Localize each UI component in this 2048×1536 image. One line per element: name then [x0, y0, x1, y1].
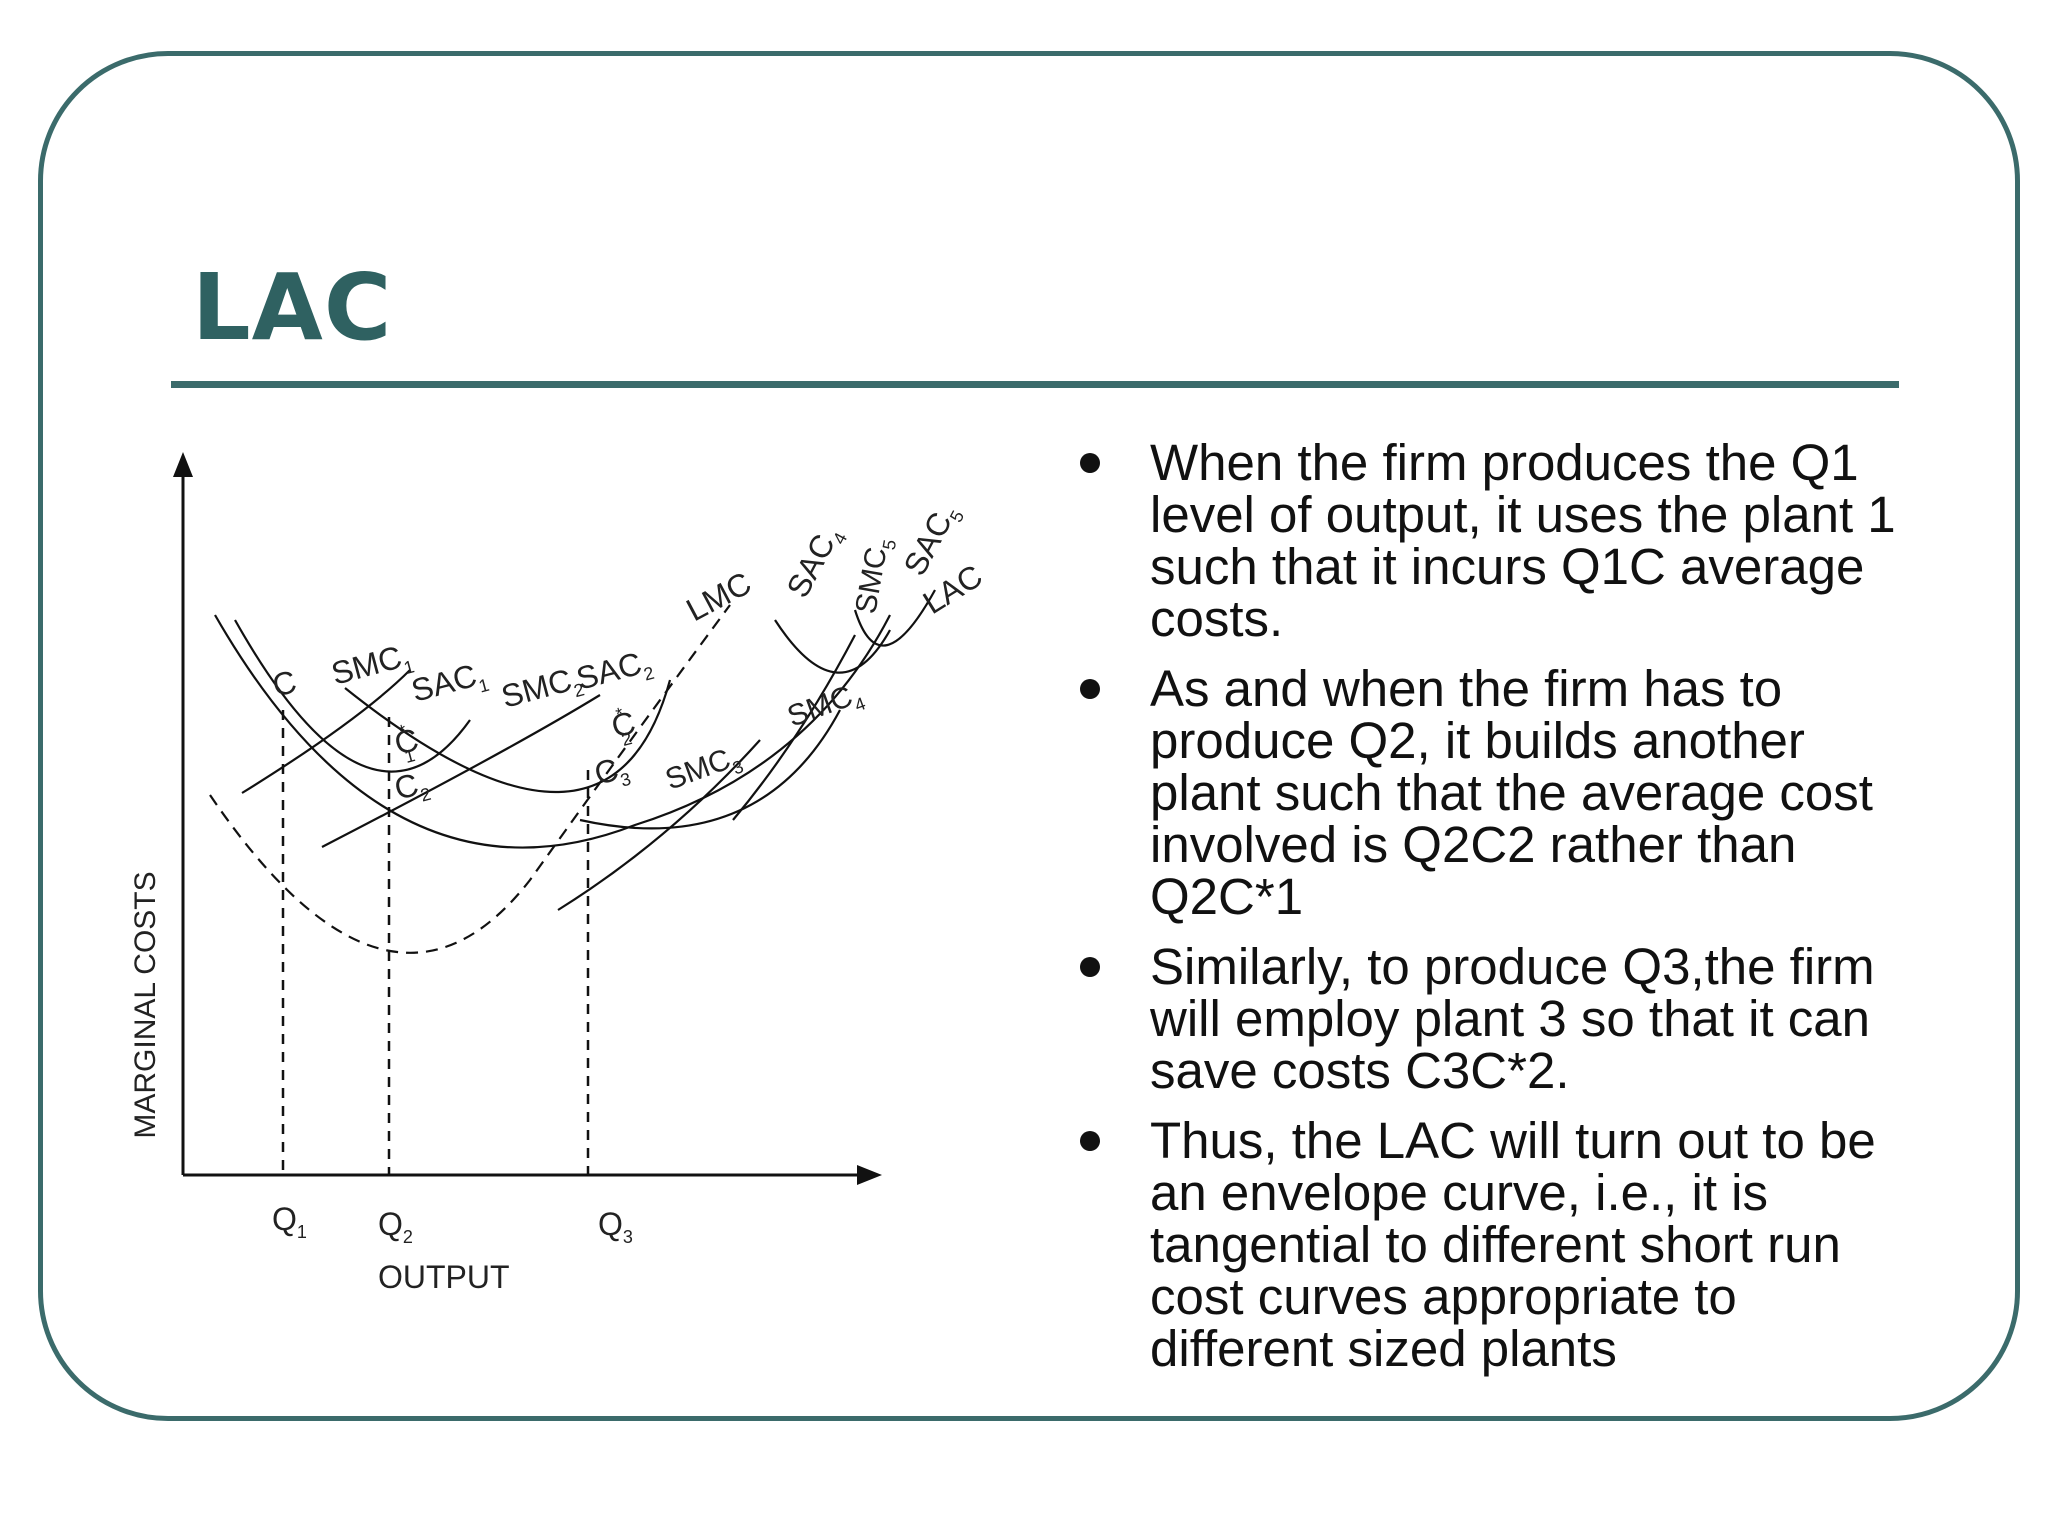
smc2-curve	[321, 694, 601, 848]
point-c1-star-label: C*1	[390, 718, 424, 768]
smc1-label: SMC1	[327, 636, 416, 697]
point-c2-label: C2	[390, 763, 433, 811]
slide-title: LAC	[192, 254, 393, 361]
point-c3-label: C3	[590, 748, 633, 796]
point-c-label: C	[268, 663, 300, 704]
title-underline	[171, 381, 1899, 388]
point-c2-star-label: C*2	[607, 701, 641, 751]
smc3-curve	[557, 739, 761, 911]
smc5-label: SMC5	[849, 535, 900, 617]
x-tick-q3: Q3	[598, 1206, 633, 1247]
sac5-curve	[853, 589, 936, 647]
sac3-curve	[579, 709, 841, 830]
y-axis-label: MARGINAL COSTS	[129, 871, 162, 1138]
x-tick-q1: Q1	[272, 1201, 307, 1242]
sac1-label: SAC1	[407, 654, 491, 713]
smc1-curve	[241, 669, 411, 794]
smc3-label: SMC3	[661, 739, 746, 801]
sac2-curve	[344, 679, 672, 794]
x-tick-q2: Q2	[378, 1206, 413, 1247]
smc4-label: SMC4	[783, 676, 868, 738]
sac4-curve	[774, 619, 891, 674]
lac-diagram: SMC1 SAC1 SMC2 SAC2 LMC SAC4 SMC5 SAC5 L…	[129, 452, 989, 1295]
y-axis-arrow	[173, 452, 193, 477]
slide-frame	[38, 51, 2020, 1421]
x-axis-label: OUTPUT	[378, 1259, 510, 1295]
bullet-item: Thus, the LAC will turn out to be an env…	[1070, 1115, 1910, 1375]
bullet-item: As and when the firm has to produce Q2, …	[1070, 663, 1910, 923]
x-axis-arrow	[857, 1165, 882, 1185]
sac4-label: SAC4	[779, 519, 851, 605]
lac-curve	[214, 614, 891, 849]
bullet-item: Similarly, to produce Q3,the firm will e…	[1070, 941, 1910, 1097]
smc4-curve	[732, 634, 856, 821]
bullet-list: When the firm produces the Q1 level of o…	[1070, 437, 1910, 1393]
sac2-label: SAC2	[572, 642, 656, 701]
bullet-item: When the firm produces the Q1 level of o…	[1070, 437, 1910, 645]
sac1-curve	[234, 619, 471, 773]
